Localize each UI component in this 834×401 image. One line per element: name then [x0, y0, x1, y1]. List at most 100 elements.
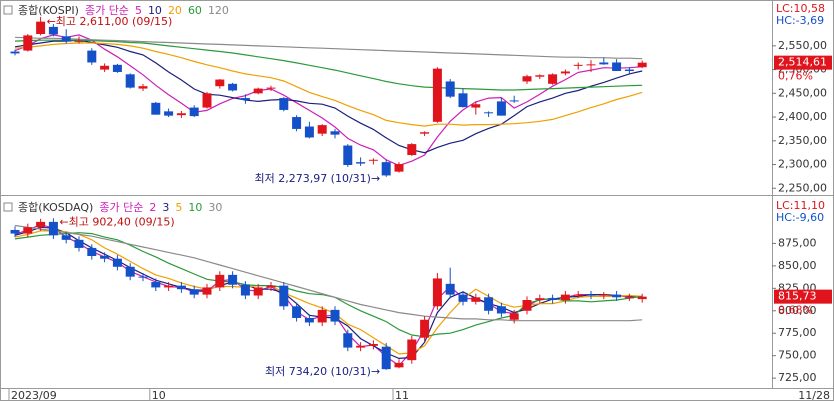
candle-body — [304, 126, 314, 138]
candle-body — [10, 51, 20, 54]
candle-body — [23, 227, 33, 234]
candle-body — [445, 81, 455, 97]
candle-body — [330, 131, 340, 135]
candle-body — [496, 101, 506, 116]
candle-body — [279, 98, 289, 110]
moving-average-line — [14, 224, 643, 322]
candle-body — [138, 276, 148, 278]
moving-average-line — [14, 39, 643, 154]
candle-body — [432, 278, 442, 307]
legend-entry: 2 — [149, 201, 156, 214]
candle-body — [176, 113, 186, 116]
candle-body — [74, 41, 84, 43]
candle-body — [240, 98, 250, 100]
candle-body — [61, 235, 71, 240]
candle-body — [240, 284, 250, 296]
checkbox — [3, 202, 13, 212]
moving-average-line — [14, 34, 643, 167]
candle-body — [343, 333, 353, 348]
y-tick-label: 800,00 — [778, 304, 817, 317]
legend-entry: 10 — [148, 4, 162, 17]
candle-body — [292, 306, 302, 318]
legend-entry: 20 — [168, 4, 182, 17]
candle-body — [560, 71, 570, 74]
change-label: 0,76% — [778, 70, 813, 83]
candle-body — [394, 362, 404, 368]
candle-body — [176, 285, 186, 290]
legend-entry: 30 — [208, 201, 222, 214]
legend-entry: 10 — [188, 201, 202, 214]
x-tick-label: 11 — [395, 389, 409, 401]
x-tick-label: 2023/09 — [11, 389, 57, 401]
candle-body — [586, 64, 596, 66]
candle-body — [535, 298, 545, 300]
candle-body — [381, 346, 391, 370]
lc-label: LC:11,10 — [776, 199, 825, 212]
candle-body — [125, 74, 135, 88]
candle-body — [586, 294, 596, 296]
price-tag-label: 2,514,61 — [778, 56, 827, 69]
ma-label: 종가 단순 — [99, 201, 143, 214]
candle-body — [624, 69, 634, 72]
y-tick-label: 2,550,00 — [778, 39, 827, 52]
legend-entry: 5 — [135, 4, 142, 17]
low-note: 최저 734,20 (10/31)→ — [265, 365, 380, 378]
candle-body — [36, 221, 46, 228]
hc-label: HC:-3,69 — [776, 14, 824, 27]
candle-body — [100, 256, 110, 259]
candle-body — [368, 159, 378, 161]
lc-label: LC:10,58 — [776, 2, 825, 15]
candle-body — [100, 65, 110, 70]
candle-body — [151, 102, 161, 115]
candle-body — [445, 283, 455, 295]
candle-body — [599, 62, 609, 65]
candle-body — [612, 294, 622, 298]
y-tick-label: 875,00 — [778, 236, 817, 249]
candle-body — [548, 74, 558, 84]
candle-body — [292, 117, 302, 129]
candle-body — [151, 282, 161, 288]
y-tick-label: 2,350,00 — [778, 134, 827, 147]
candle-body — [164, 285, 174, 288]
candle-body — [458, 294, 468, 302]
y-tick-label: 775,00 — [778, 326, 817, 339]
candle-body — [253, 287, 263, 296]
candle-body — [458, 93, 468, 108]
candle-body — [509, 313, 519, 320]
candle-body — [87, 247, 97, 256]
candle-body — [202, 93, 212, 108]
candle-body — [535, 75, 545, 77]
price-tag — [774, 55, 832, 70]
candle-body — [343, 145, 353, 165]
candle-body — [522, 76, 532, 82]
candle-body — [381, 162, 391, 176]
candle-body — [266, 285, 276, 288]
candle-body — [471, 104, 481, 108]
candle-body — [330, 309, 340, 322]
legend-entry: 3 — [162, 201, 169, 214]
candle-body — [573, 294, 583, 296]
candle-body — [112, 64, 122, 72]
moving-average-line — [14, 36, 643, 60]
candle-body — [164, 111, 174, 116]
candle-body — [112, 258, 122, 267]
legend-entry: 5 — [175, 201, 182, 214]
high-note: ←최고 2,611,00 (09/15) — [47, 15, 173, 28]
hc-label: HC:-9,60 — [776, 211, 824, 224]
change-label: 0,68% — [778, 304, 813, 317]
candle-body — [48, 26, 58, 35]
x-tick-label: 10 — [152, 389, 166, 401]
candle-body — [189, 107, 199, 117]
price-tag — [774, 289, 832, 304]
y-tick-label: 850,00 — [778, 259, 817, 272]
candle-body — [48, 221, 58, 236]
moving-average-line — [14, 42, 643, 127]
candle-body — [599, 294, 609, 296]
panel-title: 종합(KOSPI) — [18, 4, 79, 17]
candle-body — [23, 35, 33, 51]
candle-body — [637, 62, 647, 68]
candle-body — [522, 300, 532, 311]
x-end-label: 11/28 — [798, 389, 830, 401]
low-note: 최저 2,273,97 (10/31)→ — [254, 172, 380, 185]
candle-body — [61, 36, 71, 42]
